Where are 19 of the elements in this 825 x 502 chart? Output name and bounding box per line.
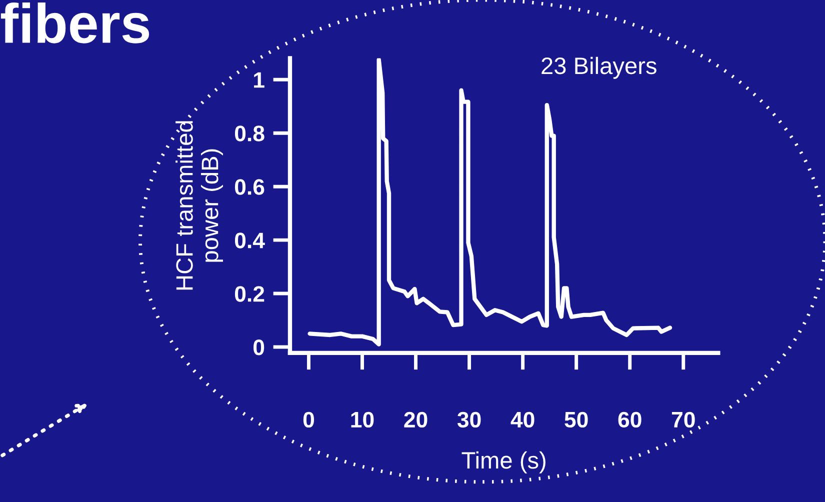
annotation: 23 Bilayers: [542, 56, 656, 79]
x-tick-label: 20: [404, 412, 428, 428]
line-series: [308, 58, 672, 346]
x-axis-title: Time (s): [462, 451, 546, 474]
y-axis-title: HCF transmitted power (dB): [176, 121, 223, 290]
x-tick-label: 50: [564, 412, 588, 428]
x-tick-label: 70: [672, 412, 695, 428]
text: fibers: [0, 2, 150, 44]
x-tick-label: 10: [351, 412, 374, 428]
x-tick-label: 30: [457, 412, 481, 428]
y-tick-label: 0.4: [234, 232, 265, 248]
y-tick-label: 0: [254, 340, 264, 356]
x-tick-label: 60: [618, 412, 642, 428]
y-tick-label: 0.6: [234, 179, 264, 195]
x-tick-label: 0: [303, 412, 314, 428]
y-tick-label: 1: [254, 72, 264, 88]
x-tick-label: 40: [510, 412, 534, 428]
y-tick-label: 0.8: [234, 126, 264, 142]
y-tick-label: 0.2: [234, 286, 264, 302]
